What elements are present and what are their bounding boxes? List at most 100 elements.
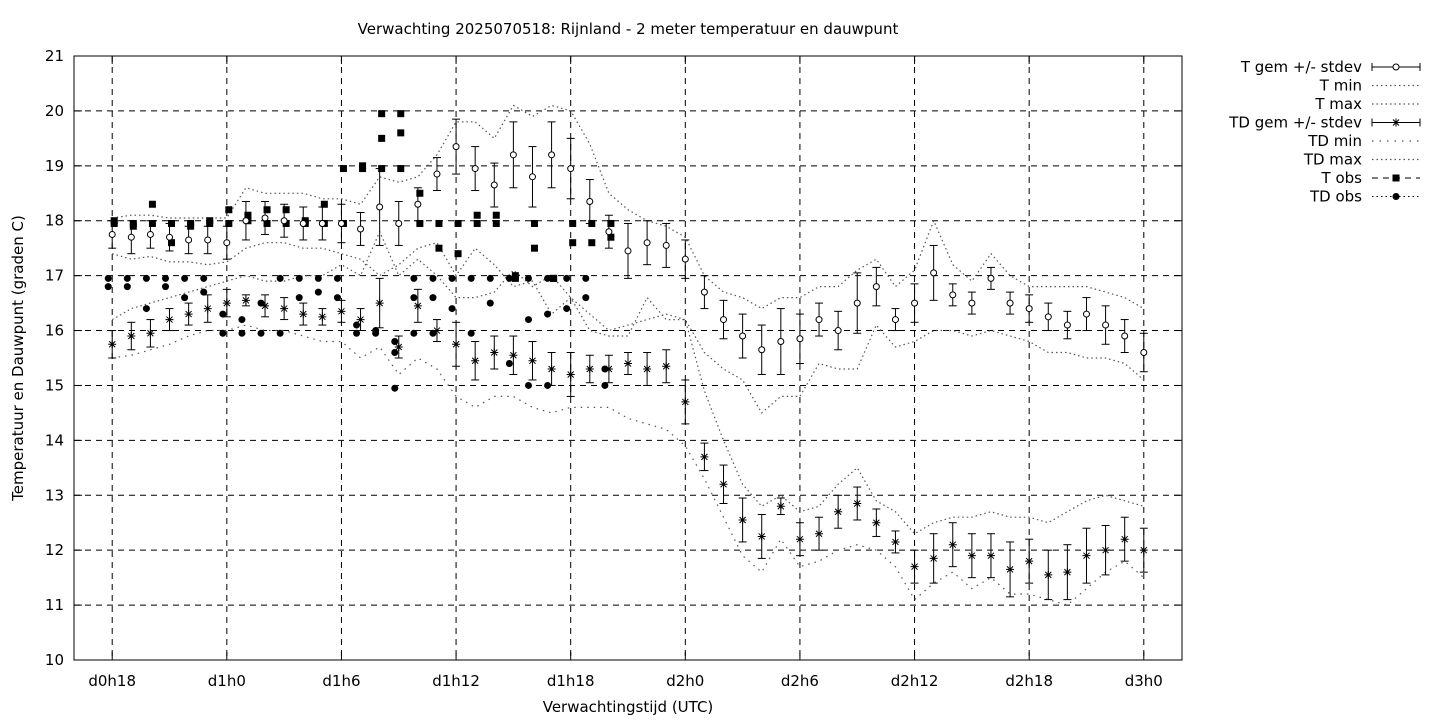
td-obs-point xyxy=(219,310,227,318)
td-obs-point xyxy=(448,274,456,282)
td-obs-point xyxy=(123,274,131,282)
td-obs-point xyxy=(582,294,590,302)
t-mean-point xyxy=(204,236,212,244)
td-mean-point xyxy=(528,356,537,365)
td-obs-point xyxy=(257,329,265,337)
td-mean-point xyxy=(375,299,384,308)
t-mean-point xyxy=(146,230,154,238)
t-mean-point xyxy=(280,217,288,225)
t-obs-point xyxy=(492,219,500,227)
td-mean-point xyxy=(1025,557,1034,566)
t-mean-point xyxy=(318,219,326,227)
t-mean-point xyxy=(242,217,250,225)
t-mean-point xyxy=(758,346,766,354)
t-mean-point xyxy=(127,233,135,241)
t-mean-point xyxy=(395,219,403,227)
td-mean-point xyxy=(910,562,919,571)
t-mean-point xyxy=(528,173,536,181)
t-mean-point xyxy=(414,200,422,208)
td-mean-point xyxy=(146,329,155,338)
t-obs-point xyxy=(473,219,481,227)
t-obs-point xyxy=(397,165,405,173)
td-obs-point xyxy=(181,274,189,282)
td-mean-point xyxy=(1006,565,1015,574)
t-obs-point xyxy=(359,162,367,170)
t-mean-point xyxy=(261,214,269,222)
td-obs-point xyxy=(467,274,475,282)
td-obs-point xyxy=(391,349,399,357)
t-obs-point xyxy=(397,110,405,118)
legend-label: T gem +/- stdev xyxy=(1240,58,1362,76)
t-mean-point xyxy=(815,316,823,324)
td-mean-point xyxy=(1120,535,1129,544)
td-obs-point xyxy=(410,329,418,337)
td-obs-point xyxy=(181,294,189,302)
t-obs-point xyxy=(339,165,347,173)
y-tick-label: 16 xyxy=(45,322,64,340)
t-obs-point xyxy=(225,206,233,214)
t-mean-point xyxy=(796,335,804,343)
td-obs-point xyxy=(104,283,112,291)
t-obs-point xyxy=(282,206,290,214)
legend-swatch-marker xyxy=(1392,118,1400,127)
td-mean-point xyxy=(184,310,193,319)
t-mean-point xyxy=(624,247,632,255)
chart-title: Verwachting 2025070518: Rijnland - 2 met… xyxy=(358,20,899,38)
td-mean-point xyxy=(948,540,957,549)
t-obs-point xyxy=(263,206,271,214)
td-max-line xyxy=(111,230,1144,535)
td-mean-point xyxy=(795,535,804,544)
td-mean-point xyxy=(299,310,308,319)
y-tick-label: 10 xyxy=(45,651,64,669)
t-obs-point xyxy=(454,250,462,258)
td-mean-point xyxy=(547,364,556,373)
t-mean-point xyxy=(605,228,613,236)
x-tick-label: d2h18 xyxy=(1005,672,1053,690)
t-obs-point xyxy=(569,239,577,247)
td-obs-point xyxy=(314,288,322,296)
td-mean-point xyxy=(604,364,613,373)
t-mean-point xyxy=(662,241,670,249)
legend-label: T obs xyxy=(1321,169,1363,187)
td-obs-point xyxy=(544,274,552,282)
td-mean-point xyxy=(681,397,690,406)
td-obs-point xyxy=(410,274,418,282)
t-mean-point xyxy=(643,239,651,247)
td-mean-point xyxy=(452,340,461,349)
td-mean-point xyxy=(1101,546,1110,555)
td-mean-point xyxy=(891,537,900,546)
td-obs-point xyxy=(391,384,399,392)
t-mean-point xyxy=(567,165,575,173)
t-obs-point xyxy=(435,219,443,227)
td-obs-point xyxy=(486,299,494,307)
t-mean-point xyxy=(337,219,345,227)
td-mean-point xyxy=(356,315,365,324)
td-mean-point xyxy=(490,348,499,357)
t-mean-point xyxy=(872,283,880,291)
t-obs-point xyxy=(244,211,252,219)
td-mean-point xyxy=(261,301,270,310)
td-mean-point xyxy=(929,554,938,563)
td-mean-point xyxy=(967,551,976,560)
td-obs-point xyxy=(448,305,456,313)
t-mean-point xyxy=(357,225,365,233)
t-mean-point xyxy=(1044,313,1052,321)
td-mean-point xyxy=(222,299,231,308)
t-mean-point xyxy=(166,233,174,241)
td-mean-point xyxy=(624,359,632,368)
td-mean-point xyxy=(337,307,346,316)
t-mean-point xyxy=(930,269,938,277)
legend-label: TD obs xyxy=(1309,188,1362,206)
y-tick-label: 12 xyxy=(45,541,64,559)
t-obs-point xyxy=(378,134,386,142)
td-mean-point xyxy=(662,362,671,371)
td-mean-point xyxy=(108,340,117,349)
t-obs-point xyxy=(378,110,386,118)
t-obs-point xyxy=(607,219,615,227)
legend-label: T max xyxy=(1314,95,1362,113)
t-mean-point xyxy=(1082,310,1090,318)
td-obs-point xyxy=(142,305,150,313)
td-mean-point xyxy=(165,315,174,324)
t-obs-point xyxy=(511,272,519,280)
